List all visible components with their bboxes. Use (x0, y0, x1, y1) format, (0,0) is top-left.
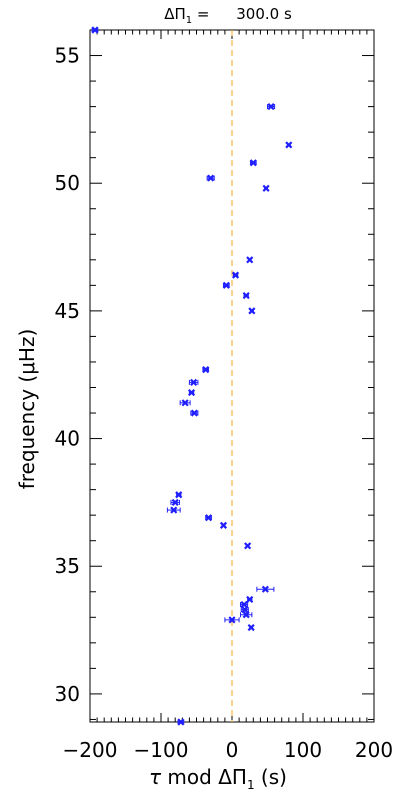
y-tick-label: 30 (55, 682, 80, 706)
data-point (170, 506, 178, 514)
data-point (242, 611, 250, 619)
data-point (244, 542, 252, 550)
x-tick-label: −200 (63, 738, 118, 762)
data-point (247, 623, 255, 632)
title-value: 300.0 s (236, 5, 292, 23)
y-tick-label: 40 (55, 427, 80, 451)
data-point (246, 595, 254, 604)
data-point (207, 174, 215, 182)
plot-area: −200 −100 0 100 200 30 35 40 45 50 55 (55, 26, 393, 762)
data-point (204, 514, 213, 522)
title-prefix: ΔΠ (164, 5, 186, 23)
data-point (285, 141, 293, 149)
data-point (240, 600, 248, 609)
x-label-mid: mod ΔΠ (161, 765, 247, 789)
x-label-subscript: 1 (247, 778, 255, 792)
data-point (187, 389, 196, 397)
data-point (249, 159, 257, 167)
x-tick-label: −100 (134, 738, 189, 762)
x-axis-label: τ mod ΔΠ1 (s) (149, 765, 287, 792)
data-point (190, 409, 198, 417)
data-point (219, 521, 228, 529)
y-tick-label: 55 (55, 44, 80, 68)
y-tick-label: 45 (55, 299, 80, 323)
x-label-suffix: (s) (255, 765, 287, 789)
x-tick-label: 100 (284, 738, 322, 762)
x-label-tau: τ (149, 765, 162, 789)
data-point (171, 498, 179, 506)
x-tick-label: 0 (226, 738, 239, 762)
x-tick-label: 200 (355, 738, 393, 762)
data-point (248, 307, 256, 315)
data-point (246, 256, 254, 264)
data-point (241, 606, 249, 614)
title-subscript: 1 (186, 15, 192, 26)
data-point (222, 281, 230, 289)
data-point (231, 271, 240, 279)
data-point (242, 291, 250, 300)
data-point (228, 616, 236, 624)
data-point (91, 26, 99, 34)
y-tick-label: 35 (55, 554, 80, 578)
data-point (262, 184, 270, 192)
y-tick-label: 50 (55, 171, 80, 195)
data-point (175, 491, 183, 499)
data-point (261, 585, 269, 593)
data-point (202, 366, 210, 374)
data-point (181, 399, 189, 407)
data-point (190, 378, 198, 386)
chart-title: ΔΠ1 = 300.0 s (164, 5, 292, 26)
y-axis-label: frequency (μHz) (15, 329, 39, 490)
data-point (177, 718, 185, 726)
title-equals: = (192, 5, 214, 23)
data-point (267, 103, 275, 111)
